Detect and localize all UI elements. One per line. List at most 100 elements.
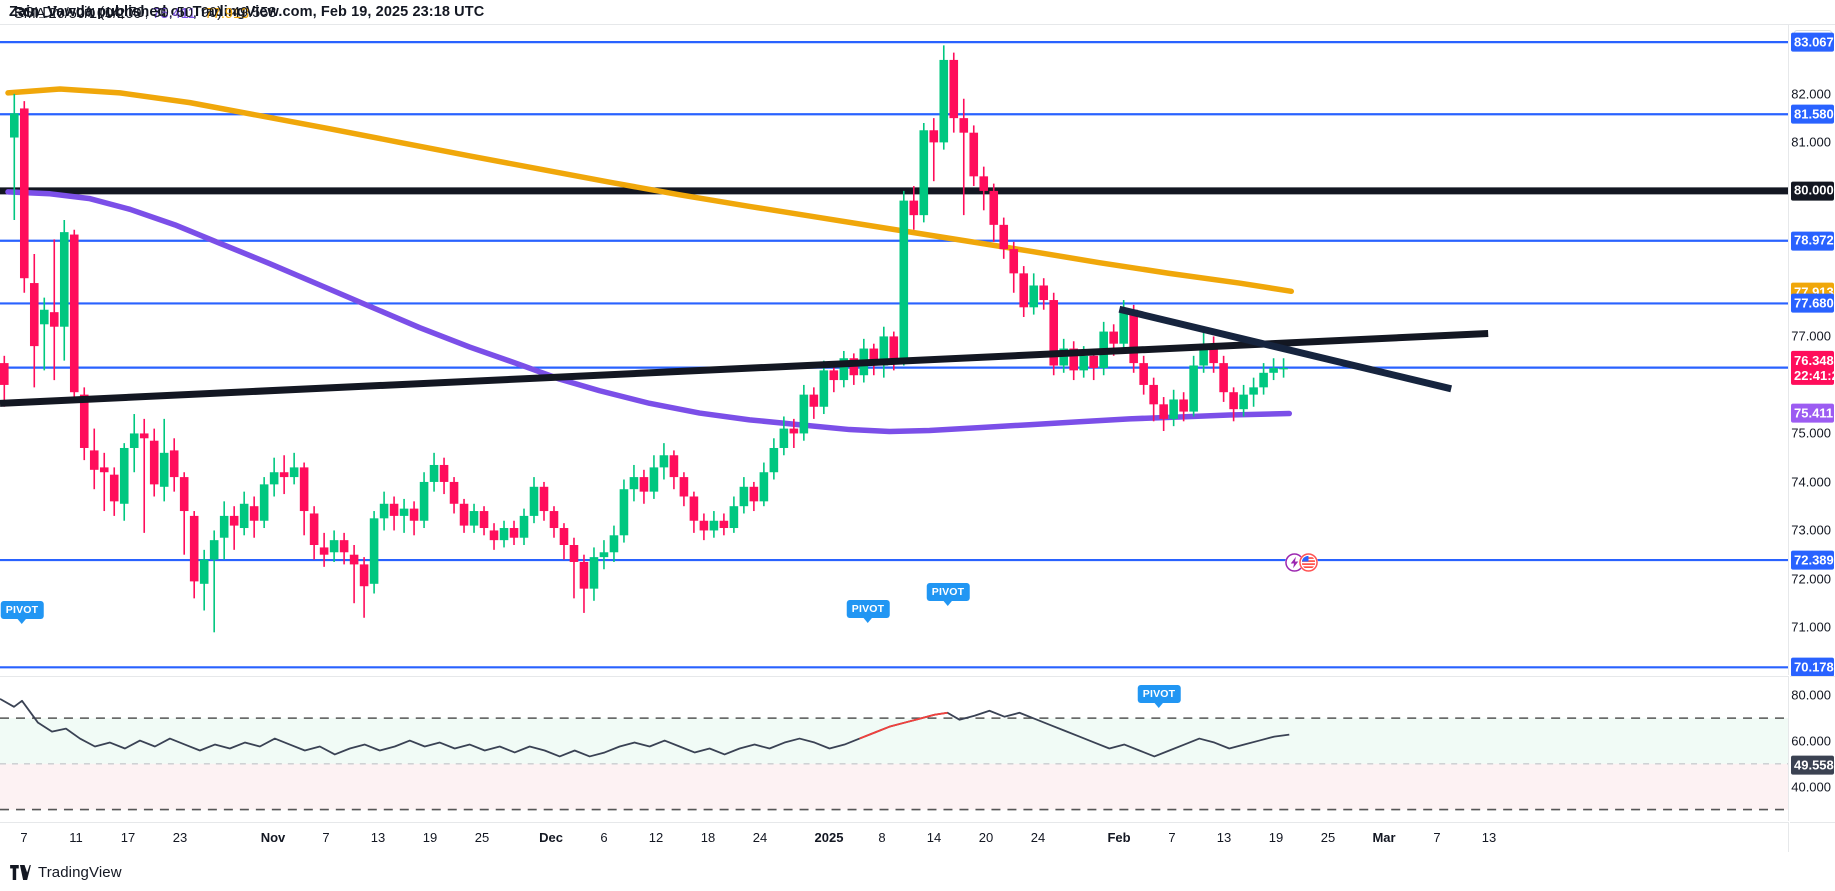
candle-body: [1069, 348, 1078, 371]
candle-body: [789, 428, 799, 434]
candle-body: [709, 520, 719, 531]
candle-body: [289, 467, 299, 478]
time-tick-label: Mar: [1372, 830, 1396, 845]
candle-body: [119, 447, 129, 504]
candle-body: [189, 515, 199, 582]
price-chart-pane[interactable]: [0, 25, 1789, 675]
price-tick-label: 81.000: [1791, 134, 1831, 150]
candle-body: [1139, 363, 1148, 385]
candle-body: [109, 474, 119, 502]
candle-body: [429, 464, 439, 482]
economic-event-icon[interactable]: [1285, 553, 1304, 572]
candle-body: [629, 477, 639, 490]
candle-body: [59, 232, 69, 327]
candle-body: [749, 486, 759, 502]
candle-body: [39, 309, 49, 325]
candle-body: [409, 508, 419, 521]
rsi-pivot-marker[interactable]: PIVOT: [1137, 685, 1181, 707]
time-tick-label: Dec: [539, 830, 563, 845]
time-tick-label: 8: [878, 830, 886, 845]
rsi-current-badge[interactable]: 49.558: [1791, 756, 1834, 775]
candle-body: [1259, 372, 1268, 388]
candle-body: [1229, 392, 1238, 410]
rsi-indicator-pane[interactable]: [0, 676, 1789, 821]
economic-event-markers[interactable]: [1285, 553, 1318, 572]
candle-body: [1169, 399, 1178, 419]
price-level-badge[interactable]: 78.972: [1791, 231, 1834, 251]
price-tick-label: 73.000: [1791, 522, 1831, 538]
price-chart-canvas: [0, 41, 1788, 669]
candle-body: [1249, 387, 1258, 395]
candle-body: [339, 540, 349, 553]
candle-body: [1179, 399, 1188, 412]
candle-body: [1109, 331, 1118, 344]
time-tick-label: 25: [1320, 830, 1336, 845]
moving-average-line: [5, 86, 1295, 295]
candle-body: [509, 528, 519, 538]
rsi-axis[interactable]: 80.000 60.000 40.000 49.558: [1790, 676, 1835, 821]
rsi-pivot-marker[interactable]: PIVOT: [0, 601, 44, 623]
candle-body: [399, 508, 409, 516]
candle-body: [569, 545, 579, 562]
candle-body: [1119, 309, 1128, 344]
us-flag-event-icon[interactable]: [1299, 553, 1318, 572]
candle-body: [229, 515, 239, 526]
time-tick-label: 25: [474, 830, 490, 845]
candle-body: [639, 477, 649, 492]
price-level-badge[interactable]: 77.680: [1791, 294, 1834, 313]
tradingview-brand: TradingView: [38, 864, 122, 881]
tradingview-footer[interactable]: TradingView: [10, 864, 122, 881]
candle-body: [329, 540, 339, 553]
time-axis[interactable]: 7 11 17 23 Nov 7 13 19 25 Dec 6 12 18 24 2025 8 14 20 24 Fe…: [0, 822, 1789, 852]
candle-body: [579, 561, 589, 589]
candle-body: [539, 486, 549, 512]
time-tick-label: Feb: [1107, 830, 1131, 845]
candle-body: [29, 283, 39, 347]
price-tick-label: 82.000: [1791, 86, 1831, 102]
candle-body: [449, 481, 459, 504]
candle-body: [759, 472, 769, 502]
rsi-tick-label: 40.000: [1791, 779, 1831, 795]
price-level-badge[interactable]: 75.411: [1791, 404, 1834, 423]
candle-body: [9, 113, 19, 138]
candle-body: [769, 447, 779, 473]
candle-body: [879, 336, 889, 366]
candle-body: [219, 515, 229, 538]
candle-body: [489, 530, 499, 541]
candle-body: [499, 528, 509, 541]
attribution-text: Zain_Vawda published on TradingView.com,…: [9, 4, 485, 20]
tradingview-logo-icon: [10, 865, 31, 880]
candle-body: [1049, 300, 1059, 366]
candle-body: [1149, 384, 1158, 405]
price-tick-label: 74.000: [1791, 474, 1831, 490]
rsi-divergence-segment: [859, 711, 948, 740]
candle-body: [419, 481, 429, 521]
candle-body: [729, 506, 739, 529]
price-level-badge[interactable]: 81.580: [1791, 104, 1834, 124]
time-tick-label: 13: [1481, 830, 1497, 845]
price-level-badge[interactable]: 83.067: [1791, 32, 1834, 52]
candle-body: [989, 190, 999, 225]
candle-body: [649, 467, 659, 492]
candle-body: [979, 176, 989, 191]
moving-average-line: [5, 189, 1293, 435]
candle-body: [1239, 394, 1248, 410]
rsi-pivot-marker[interactable]: PIVOT: [926, 583, 970, 605]
price-level-badge[interactable]: 80.000: [1791, 181, 1834, 201]
candle-body: [519, 515, 529, 538]
price-level-badge[interactable]: 72.389: [1791, 550, 1834, 570]
price-level-badge[interactable]: 70.178: [1791, 657, 1834, 677]
price-axis[interactable]: USD 82.00081.00077.00075.00074.00073.000…: [1790, 25, 1835, 677]
candle-body: [349, 554, 359, 565]
candle-body: [529, 486, 539, 516]
time-tick-label: 2025: [814, 830, 844, 845]
price-tick-label: 71.000: [1791, 619, 1831, 635]
rsi-pivot-marker[interactable]: PIVOT: [846, 600, 890, 622]
time-tick-label: 14: [926, 830, 942, 845]
candle-body: [369, 518, 379, 584]
candle-body: [249, 506, 259, 521]
candle-body: [139, 433, 149, 439]
candle-body: [559, 528, 569, 545]
candle-body: [99, 467, 109, 473]
